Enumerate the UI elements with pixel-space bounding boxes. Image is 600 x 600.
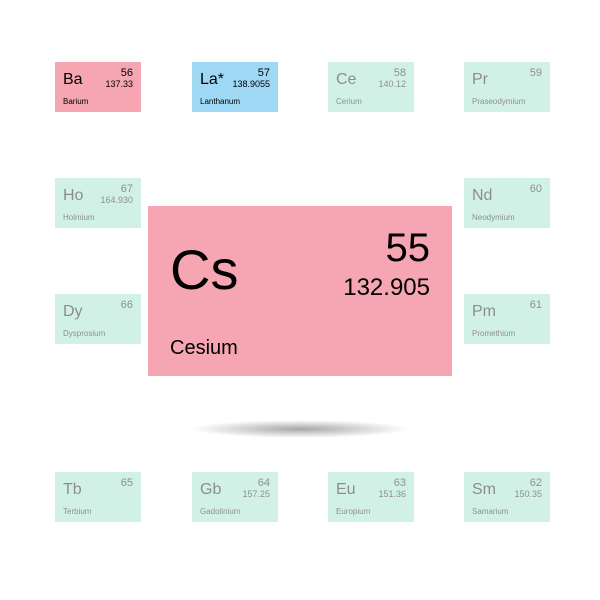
element-symbol: Eu <box>336 482 356 498</box>
element-mass: 137.33 <box>105 80 133 89</box>
element-tile: Nd 60 Neodymium <box>464 178 550 228</box>
element-mass: 157.25 <box>242 490 270 499</box>
element-name: Promethium <box>472 330 515 338</box>
featured-element-name: Cesium <box>170 338 238 358</box>
element-tile: Pm 61 Promethium <box>464 294 550 344</box>
element-number: 58 <box>394 68 406 79</box>
element-mass: 164.930 <box>100 196 133 205</box>
element-name: Barium <box>63 98 88 106</box>
element-number: 66 <box>121 300 133 311</box>
element-name: Lanthanum <box>200 98 240 106</box>
element-symbol: Pm <box>472 304 496 320</box>
element-tile: Sm 62150.35 Samarium <box>464 472 550 522</box>
featured-element-number: 55 <box>386 228 431 268</box>
element-number: 56 <box>121 68 133 79</box>
element-name: Holmium <box>63 214 95 222</box>
element-number: 65 <box>121 478 133 489</box>
element-number: 61 <box>530 300 542 311</box>
featured-element-symbol: Cs <box>170 242 238 298</box>
element-symbol: Gb <box>200 482 221 498</box>
element-number: 63 <box>394 478 406 489</box>
element-symbol: Tb <box>63 482 82 498</box>
featured-element-tile: Cs 55 132.905 Cesium <box>142 200 458 382</box>
element-symbol: Ho <box>63 188 83 204</box>
element-symbol: Pr <box>472 72 488 88</box>
element-name: Samarium <box>472 508 508 516</box>
element-mass: 140.12 <box>378 80 406 89</box>
element-symbol: La* <box>200 72 224 88</box>
element-tile: Dy 66 Dysprosium <box>55 294 141 344</box>
element-mass: 138.9055 <box>232 80 270 89</box>
element-number: 59 <box>530 68 542 79</box>
element-name: Terbium <box>63 508 91 516</box>
element-name: Neodymium <box>472 214 515 222</box>
element-symbol: Nd <box>472 188 492 204</box>
element-symbol: Ba <box>63 72 83 88</box>
element-tile: Gb 64157.25 Gadolinium <box>192 472 278 522</box>
element-mass: 150.35 <box>514 490 542 499</box>
element-number: 67 <box>121 184 133 195</box>
element-name: Cerium <box>336 98 362 106</box>
element-tile: Pr 59 Praseodymium <box>464 62 550 112</box>
element-name: Europium <box>336 508 370 516</box>
element-tile: La* 57138.9055 Lanthanum <box>192 62 278 112</box>
element-mass: 151.36 <box>378 490 406 499</box>
element-tile: Eu 63151.36 Europium <box>328 472 414 522</box>
drop-shadow <box>190 420 410 438</box>
element-tile: Ba 56137.33 Barium <box>55 62 141 112</box>
element-name: Praseodymium <box>472 98 525 106</box>
element-tile: Ho 67164.930 Holmium <box>55 178 141 228</box>
element-tile: Tb 65 Terbium <box>55 472 141 522</box>
element-symbol: Sm <box>472 482 496 498</box>
element-number: 60 <box>530 184 542 195</box>
element-symbol: Ce <box>336 72 356 88</box>
element-number: 57 <box>258 68 270 79</box>
element-symbol: Dy <box>63 304 83 320</box>
element-name: Gadolinium <box>200 508 240 516</box>
element-number: 64 <box>258 478 270 489</box>
element-name: Dysprosium <box>63 330 105 338</box>
element-tile: Ce 58140.12 Cerium <box>328 62 414 112</box>
element-number: 62 <box>530 478 542 489</box>
featured-element-mass: 132.905 <box>343 276 430 300</box>
